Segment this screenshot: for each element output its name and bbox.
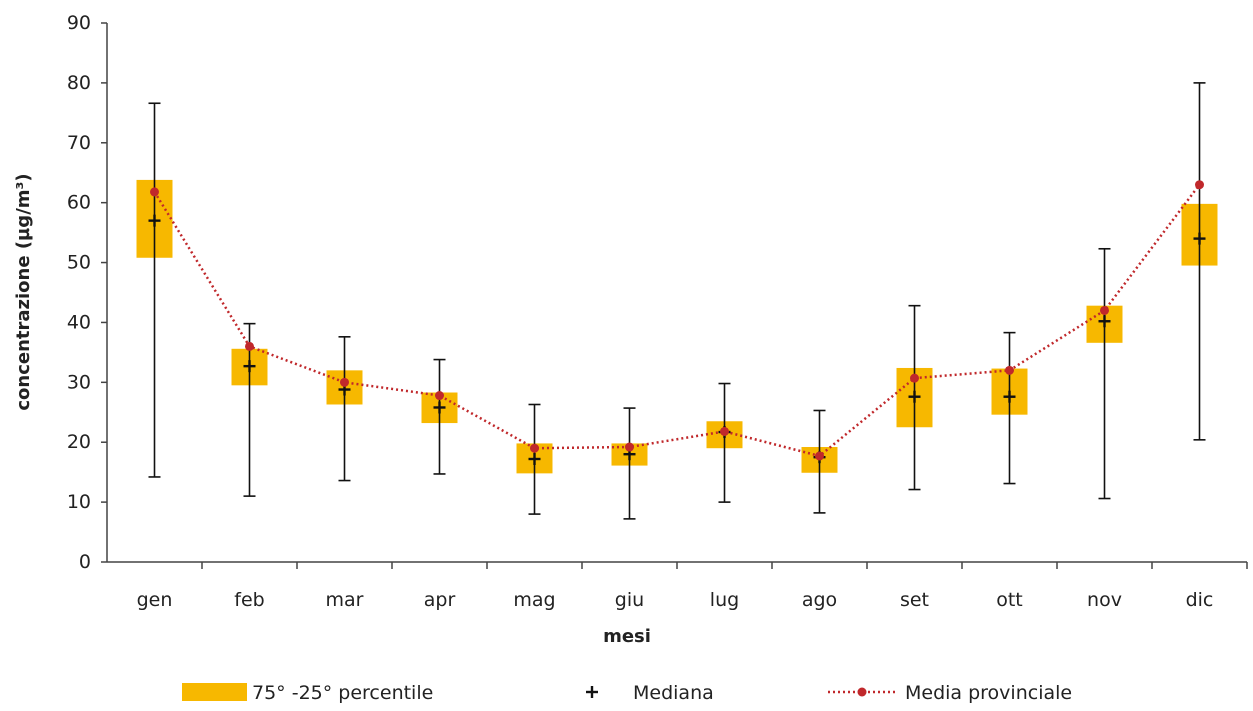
mean-point	[340, 377, 349, 387]
x-tick-label: feb	[234, 589, 264, 611]
x-tick-label: apr	[424, 589, 456, 611]
y-tick-label: 20	[67, 431, 91, 453]
x-tick-label: dic	[1186, 589, 1214, 611]
y-tick-label: 30	[67, 371, 91, 393]
x-tick-label: gen	[137, 589, 173, 611]
mean-point	[720, 426, 729, 436]
mean-point	[625, 442, 634, 452]
x-tick-label: ago	[802, 589, 837, 611]
x-tick-label: mag	[513, 589, 555, 611]
x-tick-label: mar	[326, 589, 364, 611]
y-axis-title: concentrazione (µg/m³)	[13, 173, 34, 410]
median-marker	[433, 401, 446, 414]
median-marker	[1003, 390, 1016, 403]
legend-swatch-mean	[828, 687, 898, 697]
mean-point	[1195, 180, 1204, 190]
median-marker	[243, 360, 256, 373]
plot-area	[136, 82, 1218, 520]
mean-point	[1100, 305, 1109, 315]
y-tick-label: 60	[67, 192, 91, 214]
x-tick-label: ott	[996, 589, 1023, 611]
median-marker	[908, 390, 921, 403]
mean-point	[435, 391, 444, 401]
legend-swatch-iqr-box	[182, 683, 247, 701]
y-tick-label: 10	[67, 491, 91, 513]
legend-label-iqr-box: 75° -25° percentile	[252, 682, 433, 704]
x-tick-label: nov	[1087, 589, 1122, 611]
mean-series-line	[153, 183, 1201, 458]
median-marker	[1098, 315, 1111, 328]
mean-point	[815, 451, 824, 461]
axes: 0 10 20 30 40 50 60 70 80 90 gen feb mar apr mag giu lug…	[67, 12, 1248, 611]
x-axis-title: mesi	[603, 626, 651, 647]
median-marker	[148, 214, 161, 227]
mean-point	[1005, 365, 1014, 375]
legend-label-mean: Media provinciale	[905, 682, 1072, 704]
mean-point	[150, 187, 159, 197]
median-marker	[528, 452, 541, 465]
x-tick-label: lug	[710, 589, 739, 611]
y-tick-label: 70	[67, 132, 91, 154]
y-tick-label: 40	[67, 311, 91, 333]
x-tick-label: giu	[615, 589, 644, 611]
y-tick-label: 50	[67, 252, 91, 274]
mean-point	[910, 373, 919, 383]
legend: 75° -25° percentile Mediana Media provin…	[182, 682, 1072, 704]
mean-point	[530, 443, 539, 453]
legend-swatch-median	[586, 686, 598, 698]
y-tick-label: 0	[79, 551, 91, 573]
y-tick-label: 80	[67, 72, 91, 94]
y-tick-label: 90	[67, 12, 91, 34]
median-marker	[1193, 232, 1206, 245]
x-tick-label: set	[900, 589, 929, 611]
mean-point	[245, 341, 254, 351]
legend-label-median: Mediana	[633, 682, 714, 704]
